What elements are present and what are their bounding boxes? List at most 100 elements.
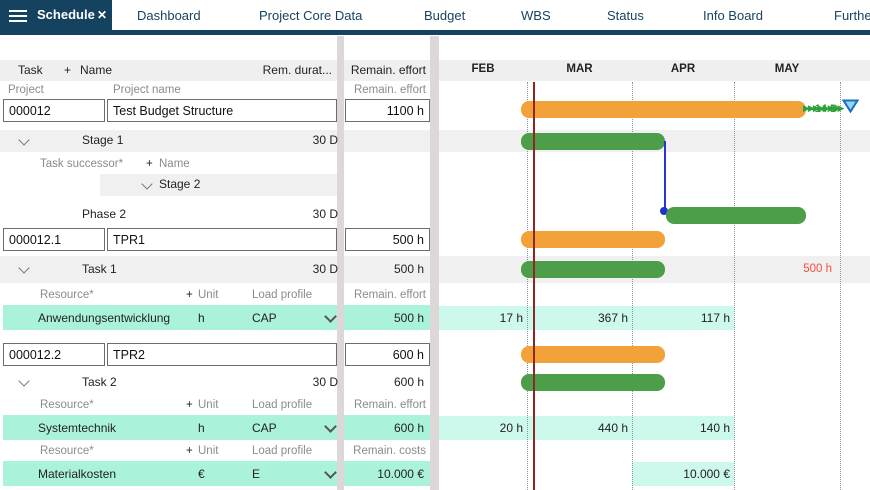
resource2-gantt-band[interactable] <box>439 416 734 440</box>
resource2-unit: h <box>198 421 205 435</box>
tpr2-id-input[interactable] <box>3 343 105 366</box>
subheader-project: Project <box>8 84 44 96</box>
stage1-label[interactable]: Stage 1 <box>82 133 124 147</box>
resource2-name[interactable]: Systemtechnik <box>38 421 117 435</box>
add-resource-icon[interactable]: + <box>186 289 193 301</box>
task1-label[interactable]: Task 1 <box>82 262 117 276</box>
hamburger-menu-icon[interactable] <box>9 10 27 22</box>
remain-costs-header: Remain. costs <box>353 445 426 457</box>
column-header-remain-effort[interactable]: Remain. effort <box>350 63 426 77</box>
resource1-gantt-band[interactable] <box>439 306 734 330</box>
phase2-duration: 30 D <box>312 207 338 221</box>
task2-effort: 600 h <box>393 375 424 389</box>
resource1-apr-value[interactable]: 117 h <box>700 311 730 325</box>
tpr1-gantt-bar[interactable] <box>521 231 665 248</box>
resource1-effort-cell[interactable] <box>344 305 430 330</box>
tab-status[interactable]: Status <box>607 8 644 23</box>
add-resource-icon[interactable]: + <box>186 399 193 411</box>
task1-gantt-bar[interactable] <box>521 261 665 278</box>
resource3-name[interactable]: Materialkosten <box>38 467 117 481</box>
tpr2-name-input[interactable] <box>107 343 337 366</box>
milestone-marker-icon[interactable] <box>842 99 859 113</box>
phase2-gantt-bar[interactable] <box>666 207 806 224</box>
resource3-load-profile-select[interactable]: E <box>252 467 261 481</box>
resource2-apr-value[interactable]: 140 h <box>699 421 730 435</box>
tpr2-gantt-bar[interactable] <box>521 346 665 363</box>
subheader-project-name: Project name <box>113 84 181 96</box>
resource3-apr-value[interactable]: 10.000 € <box>683 467 730 481</box>
resource-header-label: Resource* <box>40 445 94 457</box>
tpr1-effort-input[interactable] <box>345 228 430 251</box>
phase2-label[interactable]: Phase 2 <box>82 207 127 221</box>
unit-header: Unit <box>198 445 219 457</box>
task2-gantt-bar[interactable] <box>521 374 665 391</box>
resource2-effort: 600 h <box>393 421 424 435</box>
column-header-name[interactable]: Name <box>80 63 113 77</box>
resource2-feb-value[interactable]: 20 h <box>499 421 523 435</box>
column-header-rem-duration[interactable]: Rem. durat... <box>262 63 332 77</box>
today-line <box>533 82 535 490</box>
add-successor-icon[interactable]: + <box>146 158 153 170</box>
tab-wbs[interactable]: WBS <box>521 8 551 23</box>
dependency-connector <box>664 141 666 210</box>
ahead-chevrons-icon: ▶▶▶▶▶▶▶▶ <box>803 103 844 113</box>
tab-budget[interactable]: Budget <box>424 8 466 23</box>
resource1-load-profile-select[interactable]: CAP <box>252 311 277 325</box>
task1-overload-value: 500 h <box>803 263 832 275</box>
unit-header: Unit <box>198 399 219 411</box>
resource3-unit: € <box>198 467 205 481</box>
resource1-name[interactable]: Anwendungsentwicklung <box>38 311 171 325</box>
project-delay-label: -14 D <box>811 103 838 115</box>
column-header-task[interactable]: Task <box>18 63 43 77</box>
resource1-row[interactable] <box>3 305 338 330</box>
tabbar-underline <box>0 30 870 35</box>
stage1-gantt-bar[interactable] <box>521 133 665 150</box>
tpr2-effort-input[interactable] <box>345 343 430 366</box>
load-profile-header: Load profile <box>252 289 313 301</box>
project-gantt-bar[interactable] <box>521 101 806 118</box>
month-label-may: MAY <box>774 63 800 75</box>
load-profile-header: Load profile <box>252 445 313 457</box>
unit-header: Unit <box>198 289 219 301</box>
load-profile-header: Load profile <box>252 399 313 411</box>
collapse-task2-icon[interactable] <box>18 375 30 387</box>
task1-duration: 30 D <box>312 262 338 276</box>
column-splitter-right[interactable] <box>430 36 439 490</box>
successor-name-header: Name <box>159 158 190 170</box>
column-splitter-left[interactable] <box>337 36 344 490</box>
tab-schedule-label[interactable]: Schedule <box>37 7 95 22</box>
resource2-row[interactable] <box>3 415 338 440</box>
resource1-unit: h <box>198 311 205 325</box>
month-label-apr: APR <box>670 63 696 75</box>
stage2-label[interactable]: Stage 2 <box>159 177 201 191</box>
project-name-input[interactable] <box>107 99 337 122</box>
resource1-mar-value[interactable]: 367 h <box>597 311 628 325</box>
resource3-gantt-cell[interactable] <box>632 462 734 486</box>
task2-label[interactable]: Task 2 <box>82 375 117 389</box>
project-id-input[interactable] <box>3 99 105 122</box>
tab-info-board[interactable]: Info Board <box>703 8 763 23</box>
tpr1-id-input[interactable] <box>3 228 105 251</box>
tab-further[interactable]: Furthe <box>834 8 870 23</box>
resource1-feb-value[interactable]: 17 h <box>499 311 523 325</box>
tpr1-name-input[interactable] <box>107 228 337 251</box>
resource2-mar-value[interactable]: 440 h <box>597 421 628 435</box>
resource3-row[interactable] <box>3 461 338 486</box>
project-effort-input[interactable] <box>345 99 430 122</box>
resource2-effort-cell[interactable] <box>344 415 430 440</box>
resource3-costs: 10.000 € <box>377 467 424 481</box>
resource3-costs-cell[interactable] <box>344 461 430 486</box>
tab-dashboard[interactable]: Dashboard <box>137 8 201 23</box>
resource2-load-profile-select[interactable]: CAP <box>252 421 277 435</box>
add-resource-icon[interactable]: + <box>186 445 193 457</box>
tab-project-core-data[interactable]: Project Core Data <box>259 8 363 23</box>
stage2-successor-row[interactable] <box>100 174 338 196</box>
task1-effort: 500 h <box>393 262 424 276</box>
add-column-icon[interactable]: + <box>64 63 72 77</box>
task-successor-label: Task successor* <box>40 158 124 170</box>
dependency-dot <box>660 207 668 215</box>
remain-effort-header: Remain. effort <box>353 289 426 301</box>
subheader-remain-effort: Remain. effort <box>353 84 426 96</box>
close-tab-icon[interactable]: ✕ <box>97 8 108 22</box>
